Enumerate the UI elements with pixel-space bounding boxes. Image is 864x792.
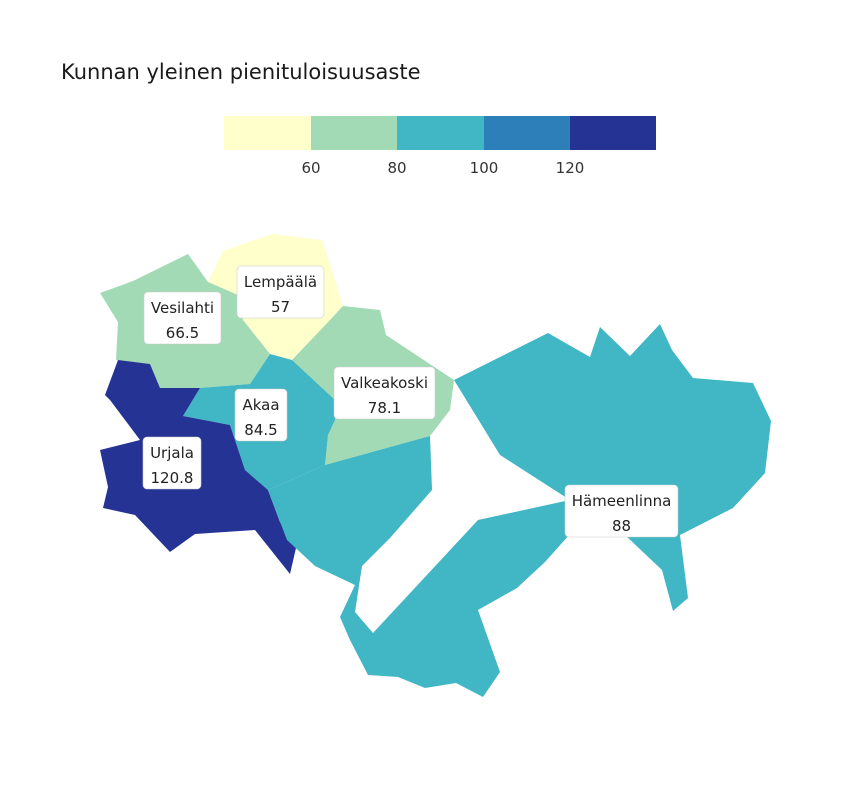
legend-tick: 60 xyxy=(301,159,321,177)
region-value-akaa: 84.5 xyxy=(244,421,277,439)
color-legend xyxy=(224,116,656,150)
legend-swatch xyxy=(311,116,397,150)
label-box-vesilahti xyxy=(143,291,222,345)
label-box-hameenlinna xyxy=(564,484,679,538)
legend-swatch xyxy=(570,116,656,150)
label-box-lempaala xyxy=(236,265,325,319)
region-name-lempaala: Lempäälä xyxy=(244,273,317,291)
region-value-vesilahti: 66.5 xyxy=(166,324,199,342)
label-box-valkeakoski xyxy=(333,366,436,420)
label-box-akaa xyxy=(234,388,288,442)
region-value-lempaala: 57 xyxy=(271,298,290,316)
region-name-akaa: Akaa xyxy=(242,396,279,414)
region-name-vesilahti: Vesilahti xyxy=(151,299,214,317)
region-value-urjala: 120.8 xyxy=(151,469,194,487)
label-box-urjala xyxy=(142,436,202,490)
map-title: Kunnan yleinen pienituloisuusaste xyxy=(61,60,421,84)
region-name-hameenlinna: Hämeenlinna xyxy=(572,492,672,510)
legend-swatch xyxy=(224,116,311,150)
legend-tick: 120 xyxy=(555,159,585,177)
legend-swatch xyxy=(397,116,484,150)
legend-swatch xyxy=(484,116,570,150)
legend-tick: 100 xyxy=(469,159,499,177)
region-name-urjala: Urjala xyxy=(150,444,194,462)
region-value-hameenlinna: 88 xyxy=(612,517,631,535)
region-name-valkeakoski: Valkeakoski xyxy=(341,374,428,392)
region-hameenlinna[interactable] xyxy=(268,324,771,697)
legend-tick: 80 xyxy=(387,159,407,177)
region-value-valkeakoski: 78.1 xyxy=(368,399,401,417)
